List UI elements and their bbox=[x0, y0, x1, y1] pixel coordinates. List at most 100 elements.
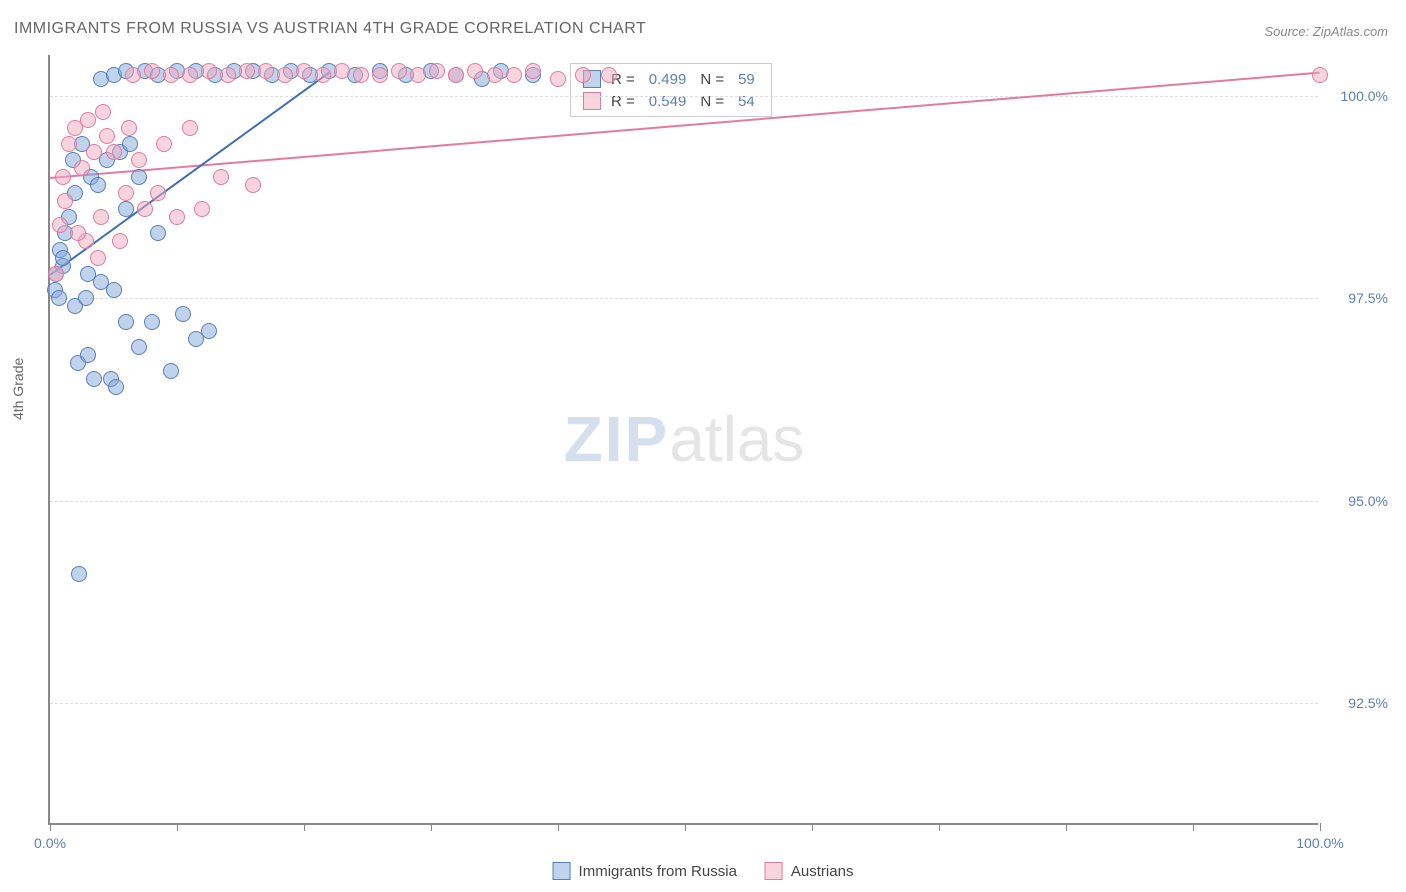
legend-item-series2: Austrians bbox=[765, 862, 854, 880]
scatter-point bbox=[448, 67, 464, 83]
scatter-point bbox=[467, 63, 483, 79]
scatter-point bbox=[121, 120, 137, 136]
ytick-label: 95.0% bbox=[1328, 493, 1388, 509]
watermark: ZIPatlas bbox=[564, 402, 805, 476]
scatter-point bbox=[90, 177, 106, 193]
gridline bbox=[50, 703, 1318, 704]
stats-row-series2: R = 0.549 N = 54 bbox=[571, 90, 771, 112]
scatter-point bbox=[245, 177, 261, 193]
scatter-point bbox=[334, 63, 350, 79]
scatter-point bbox=[55, 250, 71, 266]
scatter-point bbox=[57, 193, 73, 209]
xtick-label: 0.0% bbox=[34, 835, 66, 851]
scatter-point bbox=[353, 67, 369, 83]
scatter-point bbox=[122, 136, 138, 152]
ytick-label: 97.5% bbox=[1328, 290, 1388, 306]
scatter-point bbox=[239, 63, 255, 79]
scatter-point bbox=[201, 323, 217, 339]
scatter-point bbox=[213, 169, 229, 185]
scatter-point bbox=[575, 67, 591, 83]
scatter-point bbox=[86, 371, 102, 387]
scatter-point bbox=[487, 67, 503, 83]
plot-area: ZIPatlas R = 0.499 N = 59 R = 0.549 N = … bbox=[48, 55, 1318, 825]
scatter-point bbox=[410, 67, 426, 83]
scatter-point bbox=[80, 112, 96, 128]
scatter-point bbox=[125, 67, 141, 83]
xtick bbox=[1320, 823, 1321, 831]
scatter-point bbox=[52, 217, 68, 233]
scatter-point bbox=[182, 120, 198, 136]
scatter-point bbox=[150, 185, 166, 201]
legend-item-series1: Immigrants from Russia bbox=[553, 862, 737, 880]
scatter-point bbox=[61, 136, 77, 152]
scatter-point bbox=[131, 152, 147, 168]
xtick bbox=[50, 823, 51, 831]
scatter-point bbox=[71, 566, 87, 582]
xtick bbox=[1066, 823, 1067, 831]
scatter-point bbox=[99, 128, 115, 144]
scatter-point bbox=[220, 67, 236, 83]
scatter-point bbox=[506, 67, 522, 83]
scatter-point bbox=[118, 314, 134, 330]
y-axis-label: 4th Grade bbox=[10, 358, 26, 420]
swatch-pink-icon bbox=[765, 862, 783, 880]
bottom-legend: Immigrants from Russia Austrians bbox=[553, 862, 854, 880]
ytick-label: 92.5% bbox=[1328, 695, 1388, 711]
watermark-atlas: atlas bbox=[669, 403, 804, 475]
legend-label-series2: Austrians bbox=[791, 863, 854, 880]
scatter-point bbox=[150, 225, 166, 241]
xtick bbox=[1193, 823, 1194, 831]
n-value-series1: 59 bbox=[734, 71, 759, 88]
scatter-point bbox=[525, 63, 541, 79]
scatter-point bbox=[163, 363, 179, 379]
scatter-point bbox=[108, 379, 124, 395]
scatter-point bbox=[48, 266, 64, 282]
scatter-point bbox=[194, 201, 210, 217]
xtick bbox=[177, 823, 178, 831]
chart-title: IMMIGRANTS FROM RUSSIA VS AUSTRIAN 4TH G… bbox=[14, 20, 646, 38]
scatter-point bbox=[182, 67, 198, 83]
scatter-point bbox=[201, 63, 217, 79]
scatter-point bbox=[137, 201, 153, 217]
scatter-point bbox=[93, 209, 109, 225]
gridline bbox=[50, 96, 1318, 97]
scatter-point bbox=[80, 347, 96, 363]
swatch-blue-icon bbox=[553, 862, 571, 880]
scatter-point bbox=[1312, 67, 1328, 83]
scatter-point bbox=[70, 225, 86, 241]
scatter-point bbox=[74, 160, 90, 176]
xtick-label: 100.0% bbox=[1296, 835, 1343, 851]
scatter-point bbox=[118, 185, 134, 201]
scatter-point bbox=[601, 67, 617, 83]
scatter-point bbox=[144, 63, 160, 79]
watermark-zip: ZIP bbox=[564, 403, 670, 475]
scatter-point bbox=[131, 169, 147, 185]
legend-label-series1: Immigrants from Russia bbox=[579, 863, 737, 880]
scatter-point bbox=[95, 104, 111, 120]
scatter-point bbox=[258, 63, 274, 79]
scatter-point bbox=[315, 67, 331, 83]
scatter-point bbox=[550, 71, 566, 87]
scatter-point bbox=[391, 63, 407, 79]
scatter-point bbox=[156, 136, 172, 152]
scatter-point bbox=[429, 63, 445, 79]
scatter-point bbox=[106, 282, 122, 298]
stats-legend-box: R = 0.499 N = 59 R = 0.549 N = 54 bbox=[570, 63, 772, 117]
scatter-point bbox=[51, 290, 67, 306]
gridline bbox=[50, 298, 1318, 299]
xtick bbox=[558, 823, 559, 831]
xtick bbox=[939, 823, 940, 831]
xtick bbox=[685, 823, 686, 831]
scatter-point bbox=[80, 266, 96, 282]
scatter-point bbox=[163, 67, 179, 83]
xtick bbox=[431, 823, 432, 831]
scatter-point bbox=[90, 250, 106, 266]
scatter-point bbox=[296, 63, 312, 79]
ytick-label: 100.0% bbox=[1328, 88, 1388, 104]
scatter-point bbox=[86, 144, 102, 160]
xtick bbox=[304, 823, 305, 831]
scatter-point bbox=[112, 233, 128, 249]
scatter-point bbox=[169, 209, 185, 225]
scatter-point bbox=[78, 290, 94, 306]
r-value-series1: 0.499 bbox=[645, 71, 691, 88]
